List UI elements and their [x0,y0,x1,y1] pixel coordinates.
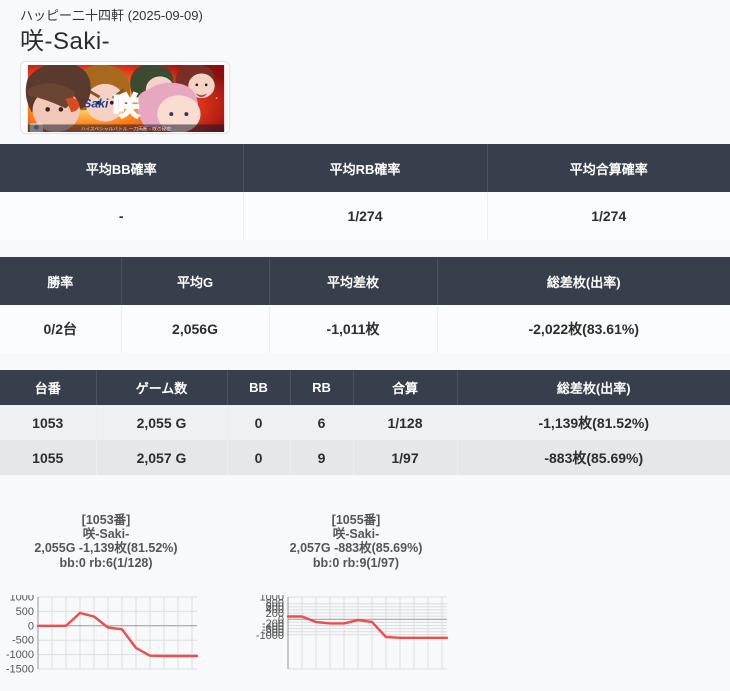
svg-text:咲: 咲 [113,92,139,121]
svg-text:-500: -500 [12,635,34,647]
svg-text:500: 500 [16,606,34,618]
svg-text:0: 0 [28,620,34,632]
svg-text:-1000: -1000 [6,649,34,661]
svg-text:1000: 1000 [10,595,34,604]
svg-text:-1500: -1500 [6,663,34,673]
svg-text:-1000: -1000 [256,630,284,642]
svg-text:Saki: Saki [83,96,109,110]
svg-text:ハイスペシャルバトル 一刀両断・咲の秘密: ハイスペシャルバトル 一刀両断・咲の秘密 [81,126,172,132]
